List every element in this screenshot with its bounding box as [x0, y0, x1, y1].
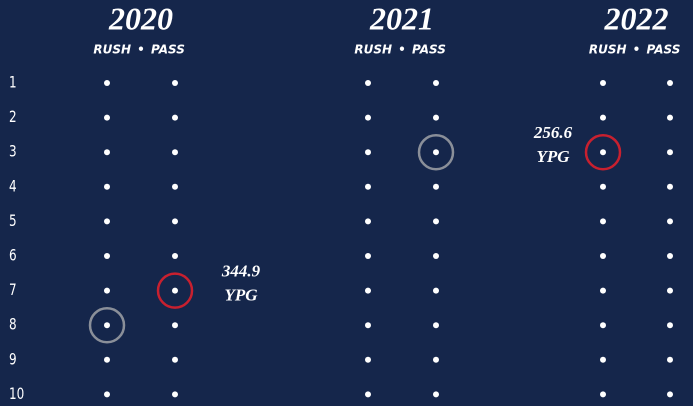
rank-label: 3: [9, 143, 17, 161]
dot: [433, 253, 439, 259]
dot: [172, 149, 178, 156]
dot: [104, 391, 110, 398]
dot: [104, 253, 110, 259]
highlight-ring: [417, 133, 455, 171]
dot: [365, 356, 371, 363]
rank-label: 2: [9, 109, 17, 127]
dot: [365, 322, 371, 329]
dot: [433, 287, 439, 294]
dot: [433, 183, 439, 190]
rank-label: 7: [9, 282, 17, 300]
dot: [433, 218, 439, 225]
dot: [172, 287, 178, 294]
rank-label: 10: [9, 385, 24, 403]
rank-label: 8: [9, 316, 17, 334]
rank-label: 6: [9, 247, 17, 265]
column-label: RUSH: [93, 43, 131, 57]
column-label: RUSH: [354, 43, 392, 57]
dot: [104, 149, 110, 156]
dot: [667, 80, 673, 86]
dot: [365, 287, 371, 294]
dot: [667, 287, 673, 294]
year-title: 2022: [604, 0, 669, 36]
dot: [433, 149, 439, 156]
column-label: RUSH: [589, 43, 627, 57]
dot: [667, 356, 673, 363]
dot: [667, 322, 673, 329]
separator: •: [633, 43, 641, 57]
dot: [365, 218, 371, 225]
rank-label: 1: [9, 74, 17, 92]
dot: [433, 391, 439, 398]
dot: [172, 114, 178, 121]
dot: [433, 80, 439, 86]
annotation: 344.9: [221, 262, 261, 281]
separator: •: [398, 43, 406, 57]
year-title: 2021: [369, 0, 434, 36]
annotation: YPG: [224, 286, 258, 305]
highlight-ring: [88, 306, 126, 344]
dot: [172, 183, 178, 190]
dot: [104, 287, 110, 294]
dot: [667, 114, 673, 121]
year-title: 2020: [108, 0, 173, 36]
dot: [104, 322, 110, 329]
dot: [667, 391, 673, 398]
dot: [172, 80, 178, 86]
dot: [600, 356, 606, 363]
column-label: PASS: [412, 43, 446, 57]
dot: [172, 391, 178, 398]
dot: [600, 253, 606, 259]
dot: [365, 391, 371, 398]
dot: [172, 253, 178, 259]
dot: [104, 356, 110, 363]
dot: [433, 356, 439, 363]
dot: [600, 114, 606, 121]
dot: [104, 218, 110, 225]
column-label: PASS: [647, 43, 681, 57]
dot: [104, 114, 110, 121]
dot: [172, 322, 178, 329]
dot: [365, 80, 371, 86]
dot: [600, 287, 606, 294]
dot: [600, 391, 606, 398]
dot: [667, 253, 673, 259]
dot: [600, 149, 606, 156]
dot: [600, 183, 606, 190]
dot: [600, 80, 606, 86]
highlight-ring: [156, 272, 194, 309]
rank-label: 4: [9, 178, 17, 196]
column-label: PASS: [151, 43, 185, 57]
dot: [433, 322, 439, 329]
dot: [365, 253, 371, 259]
dot: [365, 149, 371, 156]
dot: [365, 114, 371, 121]
separator: •: [137, 43, 145, 57]
rank-label: 9: [9, 351, 17, 369]
dot: [433, 114, 439, 121]
dot: [365, 183, 371, 190]
highlight-ring: [584, 133, 622, 171]
annotation: YPG: [536, 147, 570, 166]
dot: [172, 356, 178, 363]
dot: [104, 80, 110, 86]
dot: [172, 218, 178, 225]
dot: [667, 218, 673, 225]
dot: [667, 183, 673, 190]
rank-label: 5: [9, 212, 17, 230]
dot: [600, 218, 606, 225]
dot: [667, 149, 673, 156]
annotation: 256.6: [533, 123, 573, 142]
dot: [104, 183, 110, 190]
dot: [600, 322, 606, 329]
